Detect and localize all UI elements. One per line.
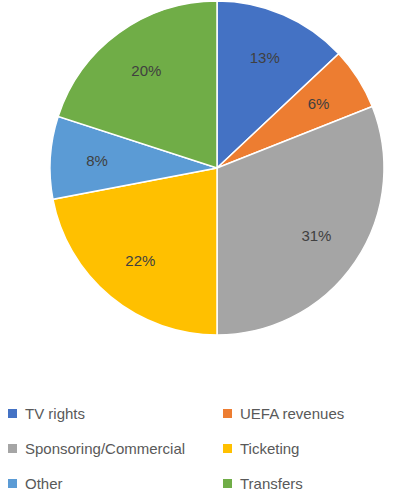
svg-text:31%: 31% (301, 227, 331, 244)
html-text:UEFA revenues: UEFA revenues (240, 405, 345, 422)
html-text:Transfers: Transfers (240, 475, 303, 492)
svg-text:8%: 8% (86, 152, 108, 169)
html-text:Sponsoring/Commercial: Sponsoring/Commercial (25, 440, 186, 457)
html-text:Other: Other (25, 475, 63, 492)
svg-text:6%: 6% (308, 95, 330, 112)
svg-text:22%: 22% (125, 252, 155, 269)
html-text:TV rights: TV rights (25, 405, 85, 422)
svg-text:13%: 13% (250, 49, 280, 66)
html-text:Ticketing: Ticketing (240, 440, 300, 457)
svg-text:20%: 20% (131, 62, 161, 79)
